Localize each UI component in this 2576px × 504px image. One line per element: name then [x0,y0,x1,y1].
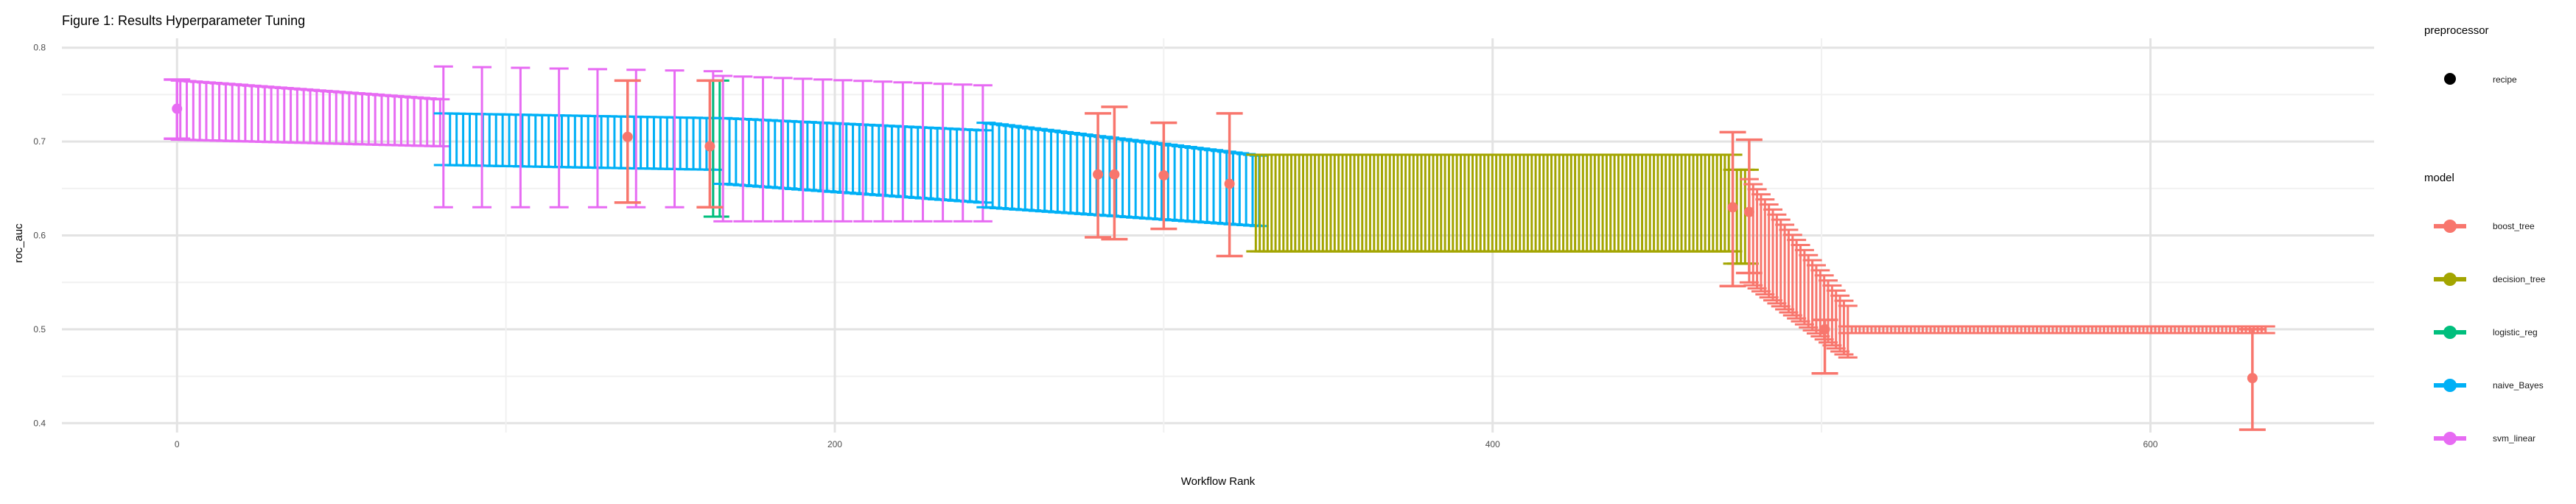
data-point [2247,373,2258,383]
series-segment-boost-tree [1838,326,2275,333]
legend-label-naive-bayes: naive_Bayes [2493,380,2544,391]
legend-key-dot [2443,326,2457,339]
legend-label-boost-tree: boost_tree [2493,221,2535,231]
y-tick-label: 0.8 [33,43,46,53]
data-point [1093,169,1103,180]
legend-title-preprocessor: preprocessor [2424,24,2489,37]
y-tick-label: 0.5 [33,324,46,335]
data-point [1158,170,1169,181]
data-point [1109,169,1119,180]
data-point [1225,178,1235,189]
data-point [623,132,633,142]
legend-label-recipe: recipe [2493,74,2517,85]
chart-title: Figure 1: Results Hyperparameter Tuning [62,13,305,28]
y-tick-label: 0.4 [33,418,46,428]
data-point [1744,207,1754,217]
legend-key-dot [2443,273,2457,286]
legend-key-dot [2443,432,2457,445]
legend-label-svm-linear: svm_linear [2493,433,2535,444]
y-tick-label: 0.6 [33,231,46,241]
x-tick-label: 600 [2143,439,2157,449]
legend-label-logistic-reg: logistic_reg [2493,327,2538,337]
legend-key-recipe [2444,73,2456,85]
data-point [172,104,182,114]
data-point [1820,324,1830,335]
data-point [1728,202,1738,212]
legend-title-model: model [2424,172,2454,184]
x-tick-label: 400 [1485,439,1500,449]
legend-key-dot [2443,379,2457,392]
y-tick-label: 0.7 [33,136,46,147]
data-point [704,141,715,151]
x-axis-label: Workflow Rank [1181,475,1256,488]
x-tick-label: 200 [827,439,842,449]
legend-label-decision-tree: decision_tree [2493,274,2546,284]
legend-key-dot [2443,220,2457,233]
y-axis-label: roc_auc [13,223,25,263]
x-tick-label: 0 [175,439,180,449]
